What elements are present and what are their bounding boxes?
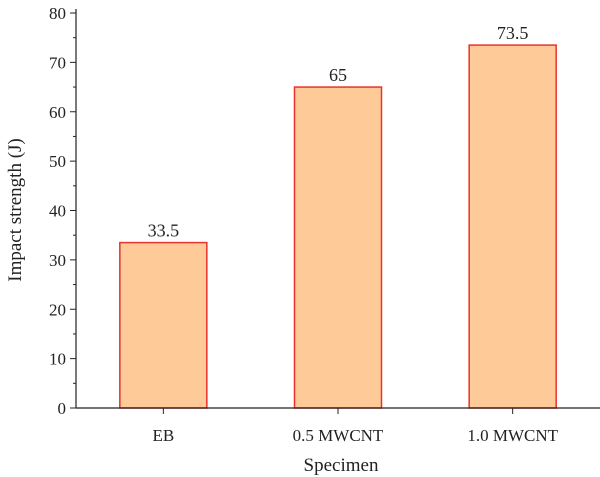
x-tick-label-2: 1.0 MWCNT — [467, 426, 558, 445]
y-tick-label-6: 60 — [49, 103, 66, 122]
y-tick-label-8: 80 — [49, 4, 66, 23]
y-ticks-group: 0 10 20 30 40 50 60 70 80 — [49, 4, 76, 418]
bar-1 — [293, 86, 383, 409]
bar-0 — [119, 241, 208, 409]
y-tick-label-3: 30 — [49, 251, 66, 270]
data-label-1: 65 — [329, 65, 347, 85]
bars-group — [119, 44, 557, 409]
x-axis-title: Specimen — [304, 455, 379, 476]
y-tick-label-4: 40 — [49, 202, 66, 221]
y-tick-label-1: 10 — [49, 350, 66, 369]
bar-2 — [468, 44, 557, 409]
x-tick-label-0: EB — [152, 426, 174, 445]
x-ticks-group: EB 0.5 MWCNT 1.0 MWCNT — [152, 408, 559, 445]
y-tick-label-5: 50 — [49, 152, 66, 171]
y-axis-title: Impact strength (J) — [5, 138, 26, 282]
data-label-2: 73.5 — [497, 23, 529, 43]
data-labels-group: 33.5 65 73.5 — [148, 23, 529, 241]
y-tick-label-0: 0 — [58, 399, 67, 418]
x-tick-label-1: 0.5 MWCNT — [293, 426, 384, 445]
y-tick-label-2: 20 — [49, 300, 66, 319]
y-tick-label-7: 70 — [49, 53, 66, 72]
data-label-0: 33.5 — [148, 221, 180, 241]
